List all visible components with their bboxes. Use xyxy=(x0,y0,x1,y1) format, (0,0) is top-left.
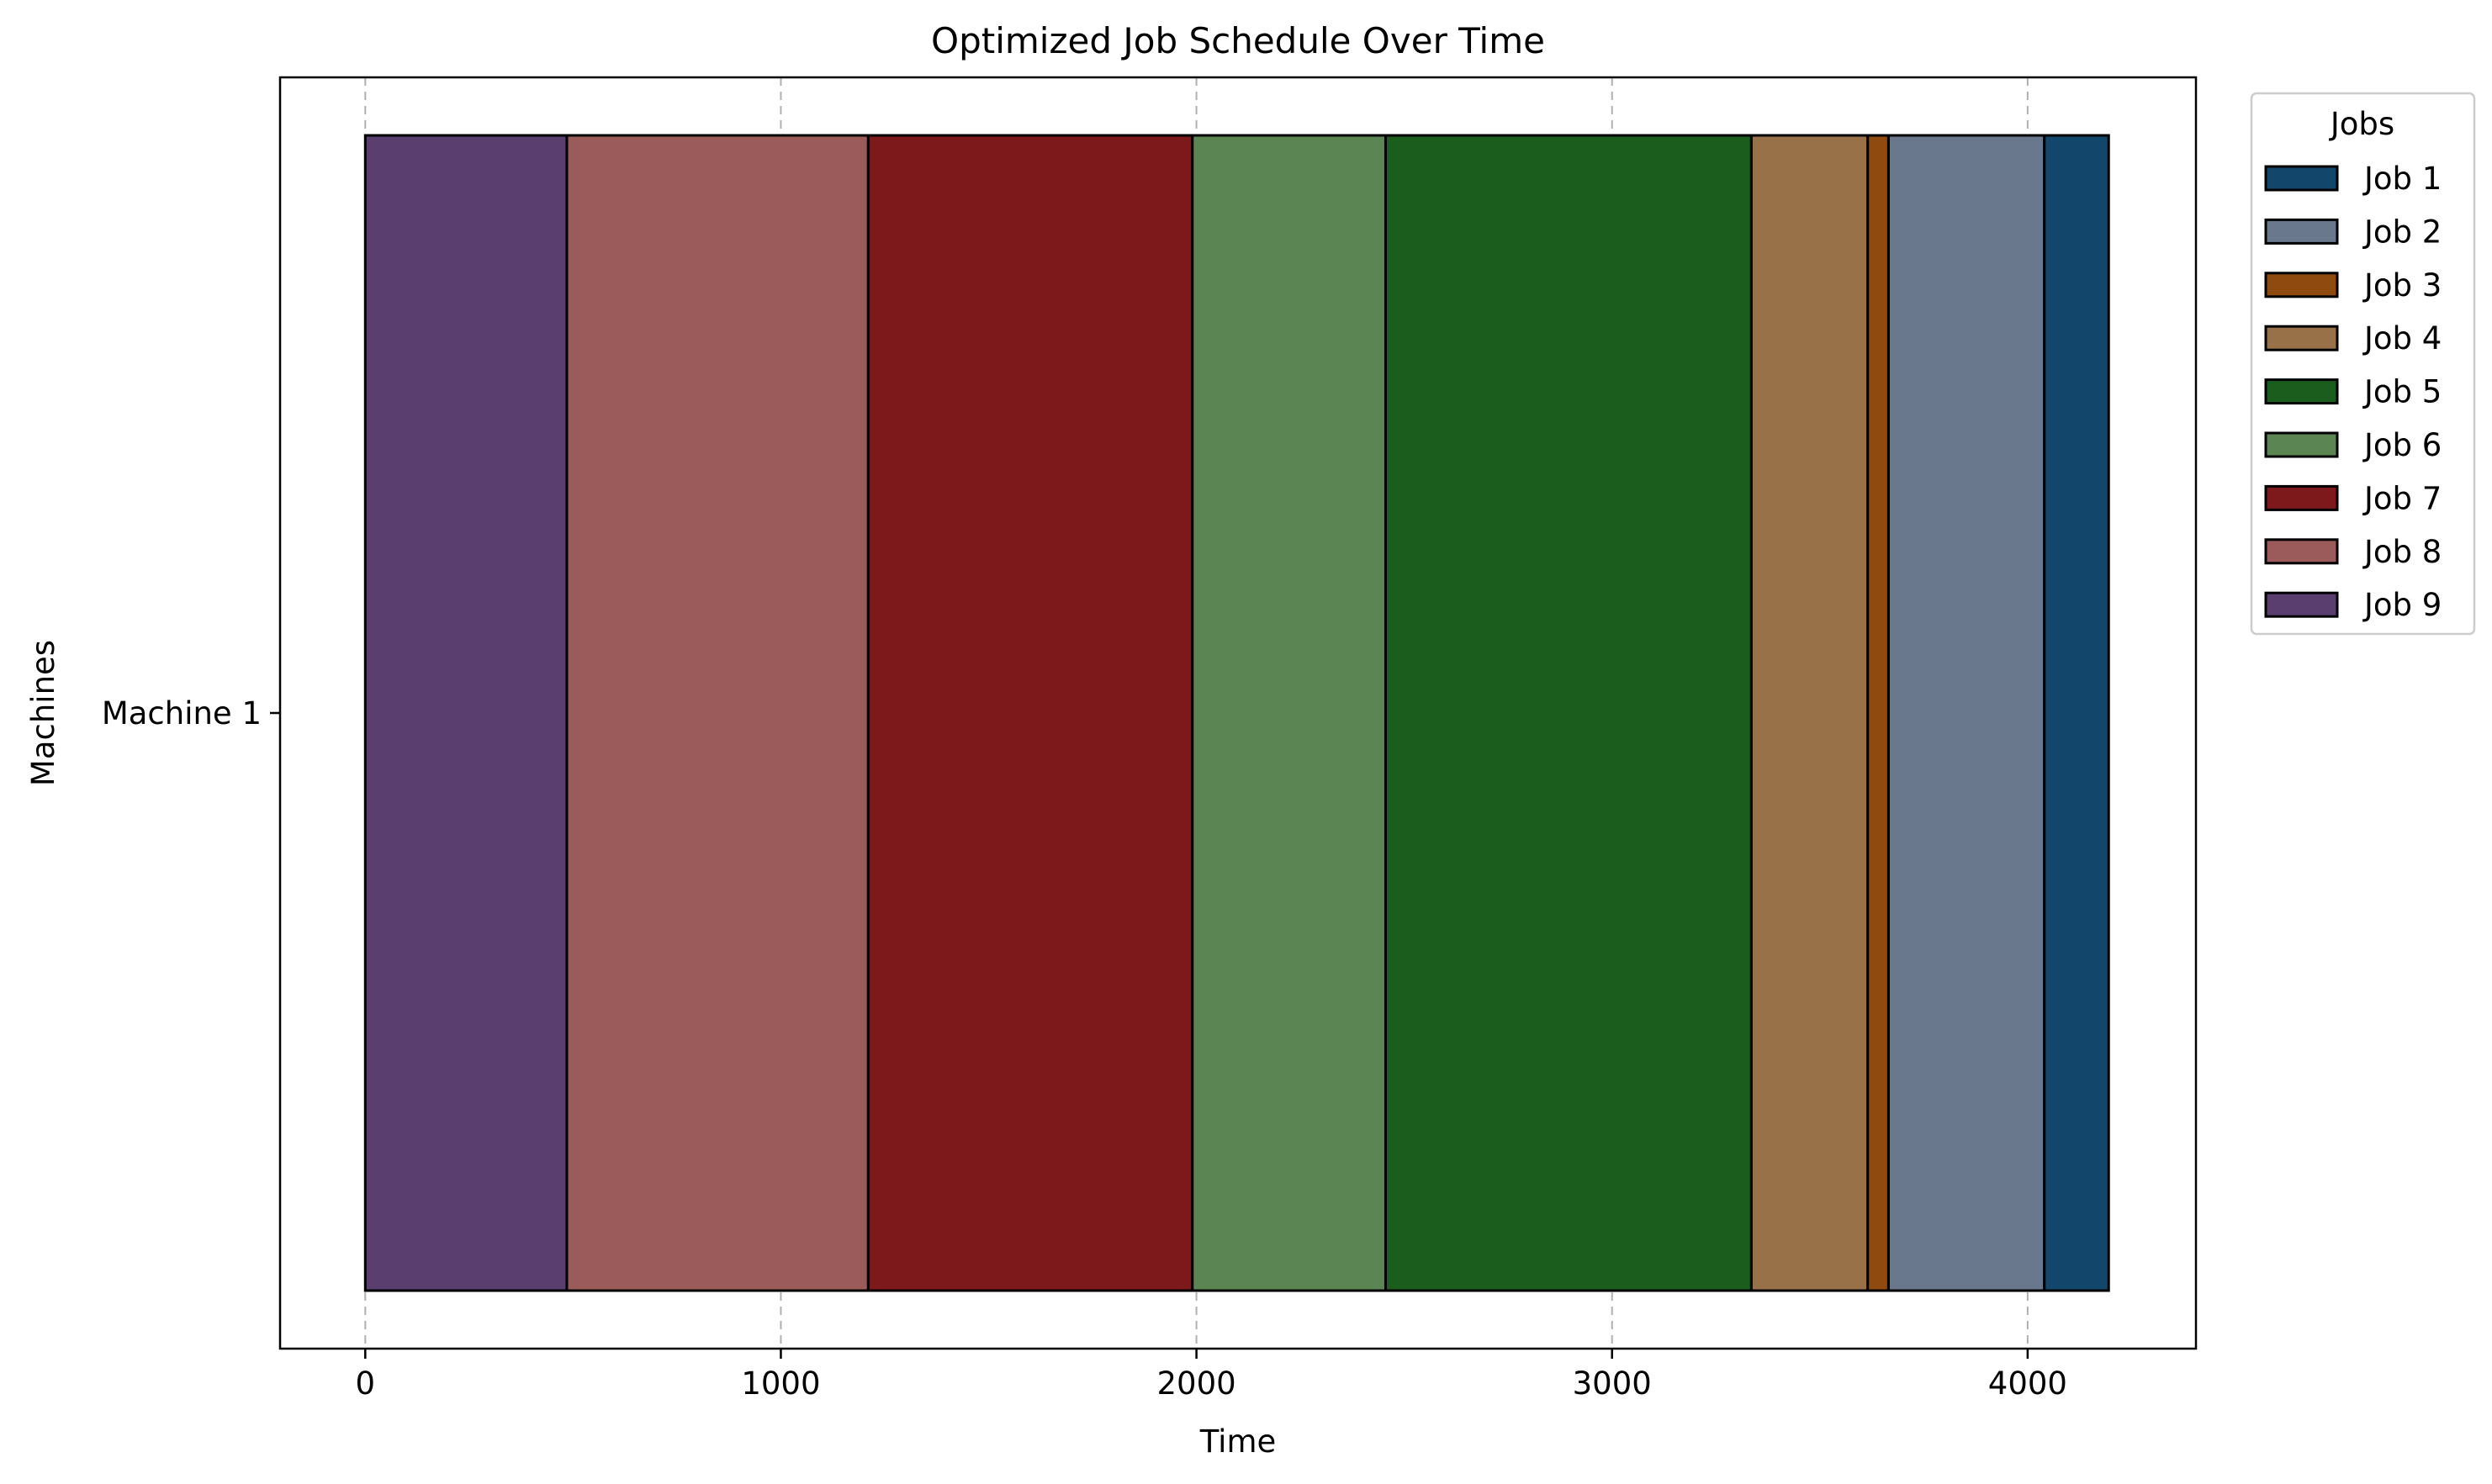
x-tick-label: 1000 xyxy=(741,1365,820,1402)
legend-label: Job 1 xyxy=(2362,161,2442,197)
legend-label: Job 3 xyxy=(2362,267,2442,304)
legend-swatch-job-2 xyxy=(2264,218,2339,245)
job-bar-job-3 xyxy=(1866,134,1890,1292)
legend: Jobs Job 1 Job 2 Job 3 Job 4 Job 5 Job 6 Job 7… xyxy=(2250,92,2476,636)
legend-label: Job 7 xyxy=(2362,480,2442,516)
legend-swatch-job-7 xyxy=(2264,484,2339,511)
legend-label: Job 2 xyxy=(2362,214,2442,250)
legend-swatch-job-6 xyxy=(2264,431,2339,458)
job-bar-job-1 xyxy=(2043,134,2110,1292)
legend-swatch-job-4 xyxy=(2264,325,2339,351)
job-bar-job-7 xyxy=(866,134,1194,1292)
legend-title: Jobs xyxy=(2329,106,2394,142)
x-axis-ticks: 0 1000 2000 3000 4000 xyxy=(356,1349,2067,1402)
x-tick-label: 0 xyxy=(356,1365,376,1402)
job-bar-job-4 xyxy=(1749,134,1870,1292)
legend-swatch-job-5 xyxy=(2264,378,2339,405)
y-axis-ticks: Machine 1 xyxy=(102,695,280,731)
job-bars xyxy=(363,134,2110,1292)
legend-label: Job 5 xyxy=(2362,374,2442,410)
job-bar-job-9 xyxy=(363,134,569,1292)
x-tick-label: 4000 xyxy=(1988,1365,2067,1402)
x-tick-label: 3000 xyxy=(1573,1365,1652,1402)
y-tick-label: Machine 1 xyxy=(102,695,262,731)
legend-items: Job 1 Job 2 Job 3 Job 4 Job 5 Job 6 Job 7 Job 8… xyxy=(2264,161,2442,623)
legend-swatch-job-1 xyxy=(2264,165,2339,192)
legend-swatch-job-3 xyxy=(2264,272,2339,298)
x-axis-label: Time xyxy=(1199,1423,1277,1460)
chart-title: Optimized Job Schedule Over Time xyxy=(931,20,1545,61)
legend-label: Job 4 xyxy=(2362,320,2442,356)
legend-label: Job 8 xyxy=(2362,534,2442,570)
job-bar-job-6 xyxy=(1191,134,1387,1292)
x-tick-label: 2000 xyxy=(1156,1365,1235,1402)
job-bar-job-2 xyxy=(1886,134,2046,1292)
legend-label: Job 6 xyxy=(2362,427,2442,463)
legend-swatch-job-9 xyxy=(2264,591,2339,618)
job-bar-job-5 xyxy=(1384,134,1753,1292)
legend-label: Job 9 xyxy=(2362,587,2442,623)
job-bar-job-8 xyxy=(565,134,870,1292)
legend-swatch-job-8 xyxy=(2264,538,2339,565)
y-axis-label: Machines xyxy=(25,640,61,786)
